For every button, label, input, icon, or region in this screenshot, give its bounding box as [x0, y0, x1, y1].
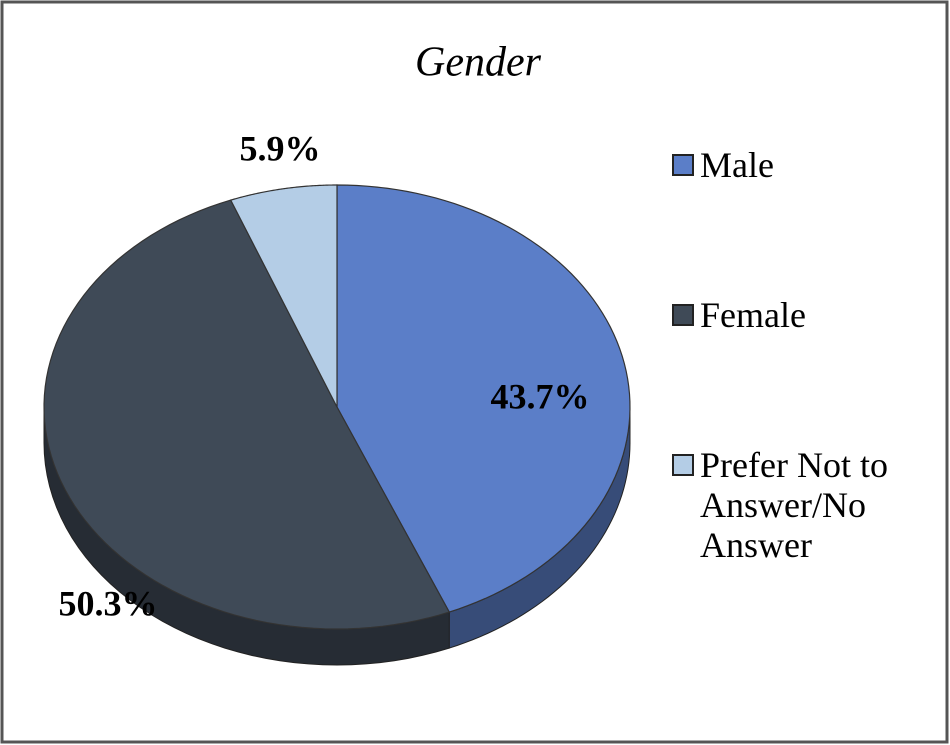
legend-item: Prefer Not to Answer/No Answer [672, 445, 925, 565]
legend-item: Male [672, 145, 925, 185]
legend-label: Female [700, 295, 806, 335]
legend-swatch [672, 154, 694, 176]
data-label: 43.7% [491, 376, 590, 416]
legend-swatch [672, 304, 694, 326]
slice-top [43, 199, 451, 630]
data-label: 5.9% [240, 128, 321, 168]
legend-swatch [672, 454, 694, 476]
slice [336, 184, 631, 649]
slice [43, 199, 451, 666]
data-label: 50.3% [59, 583, 158, 623]
slice-top [336, 184, 631, 613]
slice-top [229, 184, 338, 408]
legend-label: Male [700, 145, 774, 185]
slice [229, 184, 338, 408]
legend-item: Female [672, 295, 925, 335]
chart-title: Gender [415, 40, 542, 86]
legend-label: Prefer Not to Answer/No Answer [700, 445, 888, 565]
